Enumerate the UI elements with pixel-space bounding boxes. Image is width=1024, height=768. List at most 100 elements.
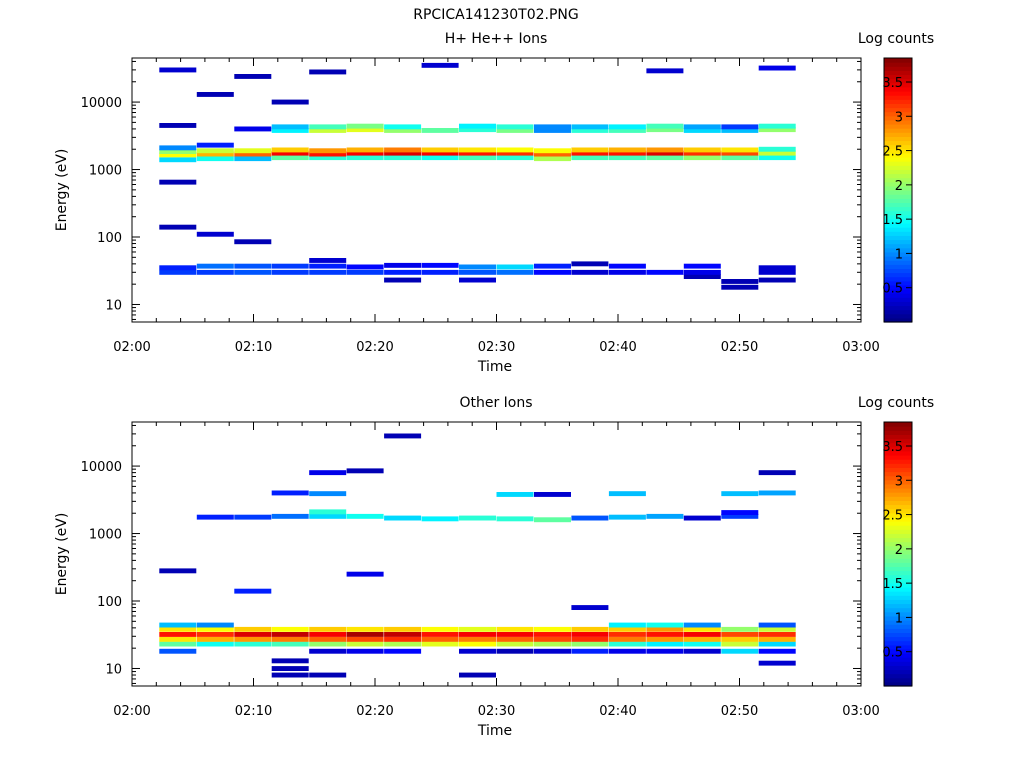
y-tick-label: 10 <box>105 662 122 677</box>
y-tick-label: 100 <box>97 231 122 246</box>
colorbar-tick-label: 0.5 <box>882 646 903 661</box>
heatmap-cell <box>683 515 721 521</box>
colorbar-segment <box>884 115 912 121</box>
colorbar-segment <box>884 587 912 592</box>
colorbar-segment <box>884 313 912 319</box>
heatmap-cell <box>608 128 646 133</box>
heatmap-cell <box>234 514 272 520</box>
heatmap-cell <box>196 514 234 520</box>
colorbar-segment <box>884 632 912 638</box>
heatmap-cell <box>384 269 422 275</box>
heatmap-cell <box>721 510 759 515</box>
axes: 02:00 02:10 02:20 02:30 02:40 02:50 03:00 10 100… <box>81 421 880 719</box>
heatmap-cell <box>496 128 534 133</box>
x-tick-label: 02:00 <box>113 340 150 355</box>
heatmap-cell <box>571 636 609 642</box>
colorbar-segment <box>884 566 912 572</box>
heatmap-cell <box>384 636 422 642</box>
colorbar-segment <box>884 483 912 489</box>
heatmap-cell <box>159 149 197 154</box>
figure-title: RPCICA141230T02.PNG <box>413 7 578 23</box>
heatmap-cell <box>271 147 309 153</box>
x-tick-label: 02:20 <box>356 340 393 355</box>
panel-other-ions: Other Ions Log counts Time Energy (eV) 0… <box>54 395 934 739</box>
heatmap-cell <box>309 124 347 130</box>
colorbar-segment <box>884 677 912 683</box>
heatmap-cell <box>234 641 272 647</box>
heatmap-cell <box>309 509 347 515</box>
heatmap-cell <box>234 151 272 157</box>
heatmap-cell <box>646 632 684 637</box>
colorbar-segment <box>884 492 912 497</box>
heatmap-cell <box>234 148 272 154</box>
heatmap-cell <box>309 151 347 157</box>
heatmap-cell <box>459 147 496 153</box>
heatmap-cell <box>496 264 534 270</box>
heatmap-cell <box>421 155 459 161</box>
heatmap-cell <box>496 648 534 654</box>
colorbar-frame <box>883 421 913 687</box>
heatmap-cell <box>346 641 384 647</box>
colorbar-segment <box>884 198 912 203</box>
heatmap-cell <box>534 636 571 642</box>
heatmap-cell <box>421 128 459 133</box>
heatmap-cell <box>646 648 684 654</box>
heatmap-cell <box>571 155 609 161</box>
heatmap-cell <box>758 632 796 637</box>
heatmap-cell <box>683 147 721 153</box>
colorbar-segment <box>884 607 912 613</box>
heatmap-cell <box>271 150 309 156</box>
heatmap-cell <box>271 155 309 161</box>
heatmap-cell <box>683 636 721 642</box>
heatmap-cell <box>646 123 684 129</box>
colorbar-segment <box>884 681 912 687</box>
heatmap-cell <box>608 491 646 497</box>
colorbar-segment <box>884 86 912 92</box>
colorbar-segment <box>884 446 912 452</box>
heatmap-cell <box>459 636 496 642</box>
heatmap-cell <box>309 513 347 519</box>
colorbar-segment <box>884 653 912 658</box>
heatmap-cell <box>571 515 609 521</box>
heatmap-cell <box>159 626 197 632</box>
heatmap-cell <box>234 263 272 269</box>
colorbar-segment <box>884 422 912 427</box>
heatmap-cell <box>384 515 422 521</box>
heatmap-cell <box>346 571 384 577</box>
heatmap-cell <box>571 626 609 632</box>
heatmap-cell <box>309 128 347 133</box>
heatmap-cell <box>196 148 234 154</box>
heatmap-cell <box>758 277 796 283</box>
heatmap-cell <box>159 152 197 158</box>
colorbar-segment <box>884 128 912 133</box>
heatmap-cell <box>646 622 684 628</box>
x-axis-label: Time <box>477 359 512 375</box>
heatmap-cell <box>683 626 721 632</box>
heatmap-cell <box>721 150 759 156</box>
heatmap-cell <box>271 99 309 105</box>
heatmap-cell <box>758 269 796 275</box>
colorbar-segment <box>884 293 912 298</box>
colorbar-segment <box>884 669 912 675</box>
heatmap-cell <box>346 632 384 637</box>
heatmap-cell <box>496 516 534 522</box>
colorbar-tick-label: 2 <box>895 179 903 194</box>
heatmap-cell <box>758 636 796 642</box>
heatmap-cell <box>758 660 796 666</box>
heatmap-cell <box>196 92 234 97</box>
heatmap-cell <box>421 62 459 68</box>
colorbar-frame <box>883 57 913 323</box>
colorbar-segment <box>884 91 912 96</box>
colorbar-segment <box>884 512 912 518</box>
colorbar-segment <box>884 562 912 567</box>
heatmap-cell <box>496 636 534 642</box>
heatmap-cell <box>346 264 384 270</box>
colorbar-tick-label: 2.5 <box>882 509 903 524</box>
heatmap-cell <box>571 128 609 133</box>
panel-title: H+ He++ Ions <box>445 31 548 47</box>
colorbar-segment <box>884 260 912 265</box>
heatmap-cell <box>459 515 496 521</box>
heatmap-cell <box>196 151 234 157</box>
heatmap-cell <box>234 632 272 637</box>
x-tick-label: 02:50 <box>721 704 758 719</box>
